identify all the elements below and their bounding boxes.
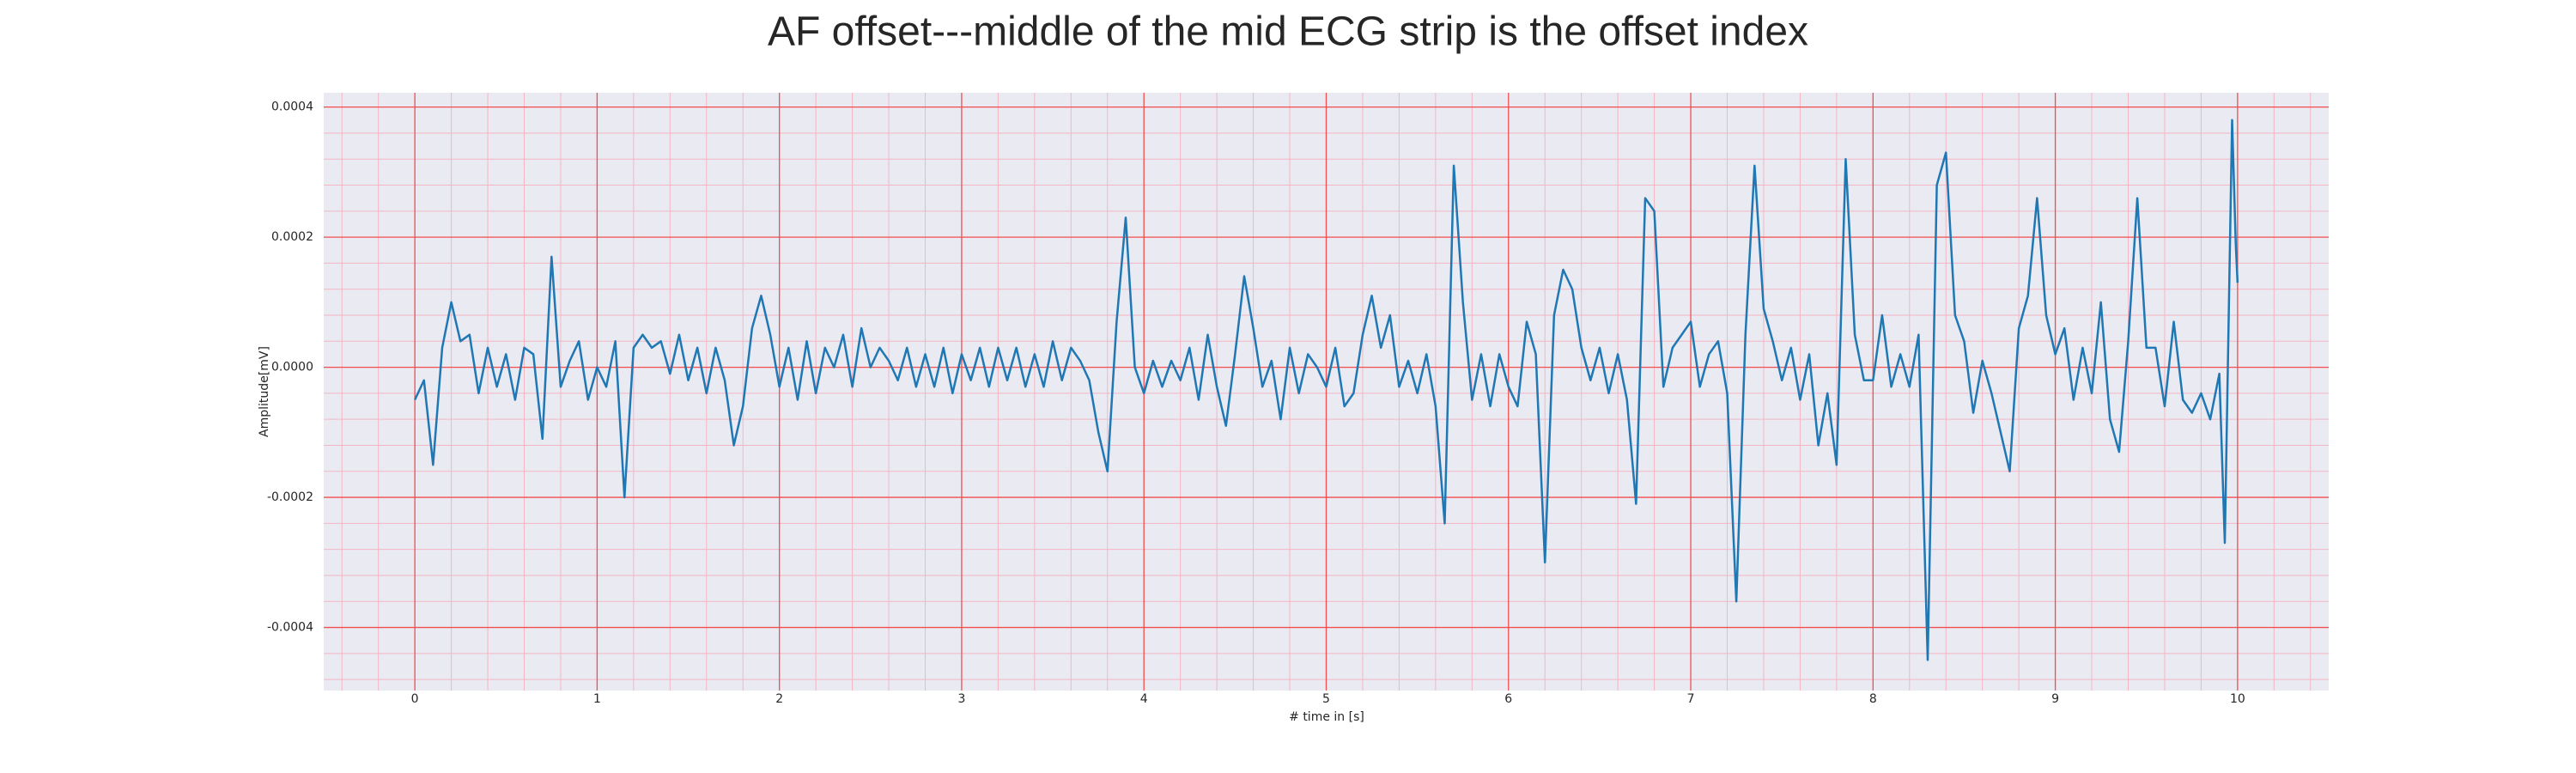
x-tick-label: 8 [1869,692,1877,706]
x-tick-label: 10 [2230,692,2245,706]
y-tick-label: 0.0000 [271,361,313,374]
y-tick-label: 0.0004 [271,100,313,114]
x-tick-label: 6 [1504,692,1512,706]
y-axis-label: Amplitude[mV] [258,346,271,437]
y-tick-label: -0.0004 [267,621,313,635]
x-tick-label: 1 [593,692,601,706]
x-tick-label: 5 [1322,692,1330,706]
x-tick-label: 0 [411,692,419,706]
y-tick-label: -0.0002 [267,490,313,504]
x-tick-label: 2 [775,692,783,706]
ecg-line [414,119,2239,661]
y-tick-label: 0.0002 [271,230,313,244]
x-tick-label: 4 [1140,692,1148,706]
chart-title: AF offset---middle of the mid ECG strip … [768,9,1808,55]
x-axis-label: # time in [s] [1289,710,1364,724]
x-tick-label: 9 [2051,692,2059,706]
x-tick-label: 7 [1687,692,1695,706]
x-tick-label: 3 [957,692,965,706]
